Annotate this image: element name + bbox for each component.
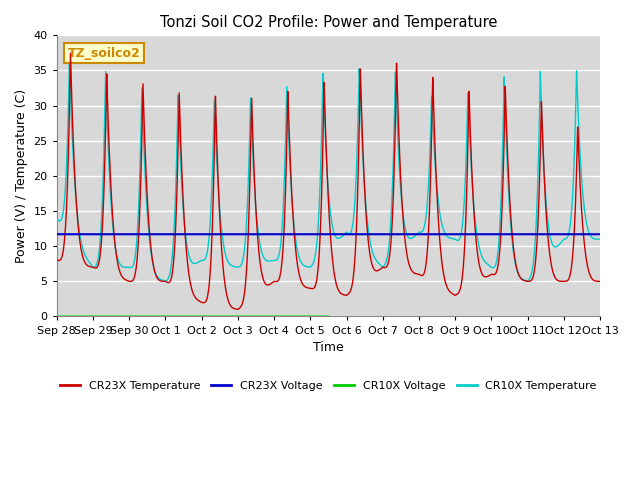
Legend: CR23X Temperature, CR23X Voltage, CR10X Voltage, CR10X Temperature: CR23X Temperature, CR23X Voltage, CR10X … <box>56 376 602 395</box>
Y-axis label: Power (V) / Temperature (C): Power (V) / Temperature (C) <box>15 89 28 263</box>
Title: Tonzi Soil CO2 Profile: Power and Temperature: Tonzi Soil CO2 Profile: Power and Temper… <box>160 15 497 30</box>
X-axis label: Time: Time <box>313 341 344 354</box>
Text: TZ_soilco2: TZ_soilco2 <box>68 47 140 60</box>
